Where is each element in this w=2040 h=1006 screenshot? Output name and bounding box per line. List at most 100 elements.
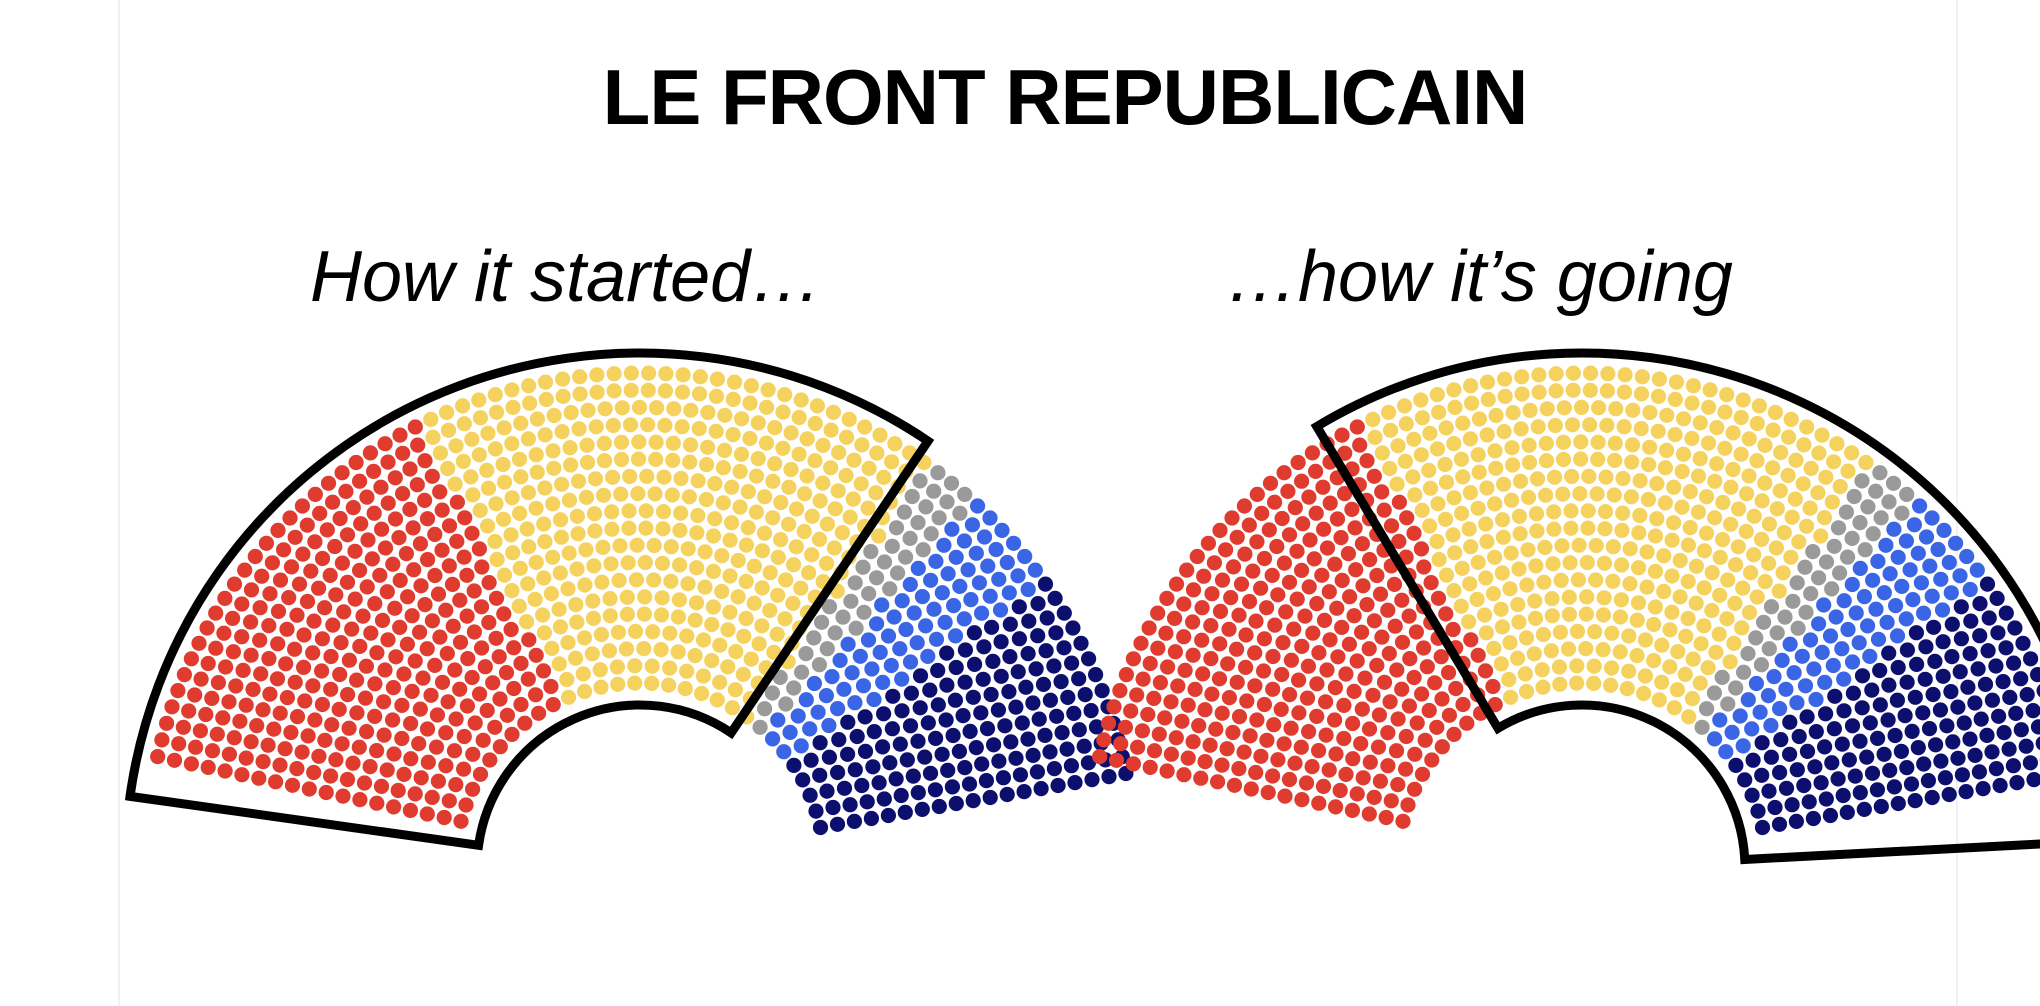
seat-dot [268, 774, 284, 790]
seat-dot [1728, 557, 1744, 573]
seat-dot [1733, 446, 1749, 462]
seat-dot [392, 619, 408, 636]
seat-dot [1480, 391, 1496, 408]
seat-dot [1944, 616, 1960, 632]
seat-dot [366, 463, 382, 479]
seat-dot [1305, 625, 1321, 641]
seat-dot [208, 640, 224, 656]
seat-dot [1811, 570, 1827, 586]
seat-dot [812, 767, 828, 783]
seat-dot [1890, 549, 1906, 565]
seat-dot [1527, 593, 1543, 609]
seat-dot [1319, 540, 1336, 556]
seat-dot [1841, 752, 1857, 768]
seat-dot [1851, 635, 1867, 651]
seat-dot [150, 749, 166, 765]
seat-dot [782, 724, 798, 741]
seat-dot [1829, 436, 1845, 452]
seat-dot [1615, 505, 1631, 521]
seat-dot [1204, 586, 1220, 602]
seat-dot [874, 597, 890, 613]
seat-dot [1908, 625, 1924, 641]
seat-dot [707, 511, 723, 527]
seat-dot [1836, 671, 1852, 687]
seat-dot [1280, 483, 1296, 499]
seat-dot [1146, 743, 1163, 759]
seat-dot [1737, 772, 1753, 788]
seat-dot [352, 792, 368, 808]
seat-dot [1622, 576, 1638, 592]
seat-dot [1346, 608, 1362, 624]
seat-dot [1333, 530, 1349, 546]
seat-dot [301, 781, 317, 797]
seat-dot [543, 678, 559, 695]
seat-dot [1071, 722, 1087, 738]
seat-dot [1910, 740, 1926, 756]
seat-dot [623, 365, 640, 381]
seat-dot [1654, 674, 1670, 690]
seat-dot [606, 366, 622, 382]
seat-dot [284, 777, 301, 793]
seat-dot [1597, 521, 1613, 537]
seat-dot [387, 470, 403, 486]
seat-dot [420, 754, 436, 770]
seat-dot [1918, 529, 1935, 545]
seat-dot [1394, 634, 1411, 650]
seat-dot [1757, 437, 1773, 453]
seat-dot [1361, 806, 1377, 822]
seat-dot [1899, 760, 1915, 776]
seat-dot [1354, 536, 1370, 552]
seat-dot [359, 579, 375, 595]
seat-dot [1607, 435, 1623, 451]
seat-dot [695, 668, 712, 684]
seat-dot [1437, 511, 1454, 527]
seat-dot [465, 746, 481, 762]
seat-dot [423, 411, 439, 427]
seat-dot [266, 721, 282, 737]
seat-dot [943, 475, 960, 491]
seat-dot [1374, 445, 1390, 461]
seat-dot [1470, 554, 1486, 571]
seat-dot [658, 366, 674, 382]
seat-dot [613, 434, 630, 450]
seat-dot [521, 632, 537, 648]
seat-dot [1287, 500, 1303, 516]
seat-dot [627, 675, 643, 691]
seat-dot [1381, 404, 1397, 420]
seat-dot [1712, 549, 1728, 566]
seat-dot [1413, 541, 1429, 557]
seat-dot [1316, 612, 1333, 629]
seat-dot [296, 627, 312, 643]
seat-dot [1882, 566, 1898, 582]
seat-dot [1278, 604, 1294, 620]
seat-dot [1225, 724, 1241, 741]
seat-dot [1782, 636, 1798, 652]
seat-dot [1998, 640, 2014, 656]
seat-dot [1295, 516, 1311, 532]
seat-dot [605, 417, 621, 434]
seat-dot [1698, 525, 1715, 541]
seat-dot [457, 510, 473, 526]
seat-dot [1790, 620, 1806, 636]
seat-dot [2008, 705, 2024, 722]
seat-dot [1741, 468, 1757, 484]
seat-dot [1692, 415, 1708, 431]
seat-dot [1744, 787, 1760, 803]
seat-dot [537, 374, 554, 390]
seat-dot [407, 419, 423, 435]
seat-dot [380, 495, 396, 511]
seat-dot [1924, 588, 1940, 604]
seat-dot [928, 730, 944, 747]
seat-dot [1366, 468, 1382, 484]
seat-dot [1511, 561, 1527, 577]
seat-dot [377, 436, 393, 452]
seat-dot [1728, 757, 1744, 774]
seat-dot [646, 537, 662, 554]
seat-dot [975, 671, 991, 687]
seat-dot [1723, 479, 1739, 495]
seat-dot [596, 487, 612, 503]
seat-dot [1291, 672, 1307, 688]
seat-dot [511, 505, 528, 521]
seat-dot [1832, 479, 1848, 495]
seat-dot [255, 702, 271, 718]
